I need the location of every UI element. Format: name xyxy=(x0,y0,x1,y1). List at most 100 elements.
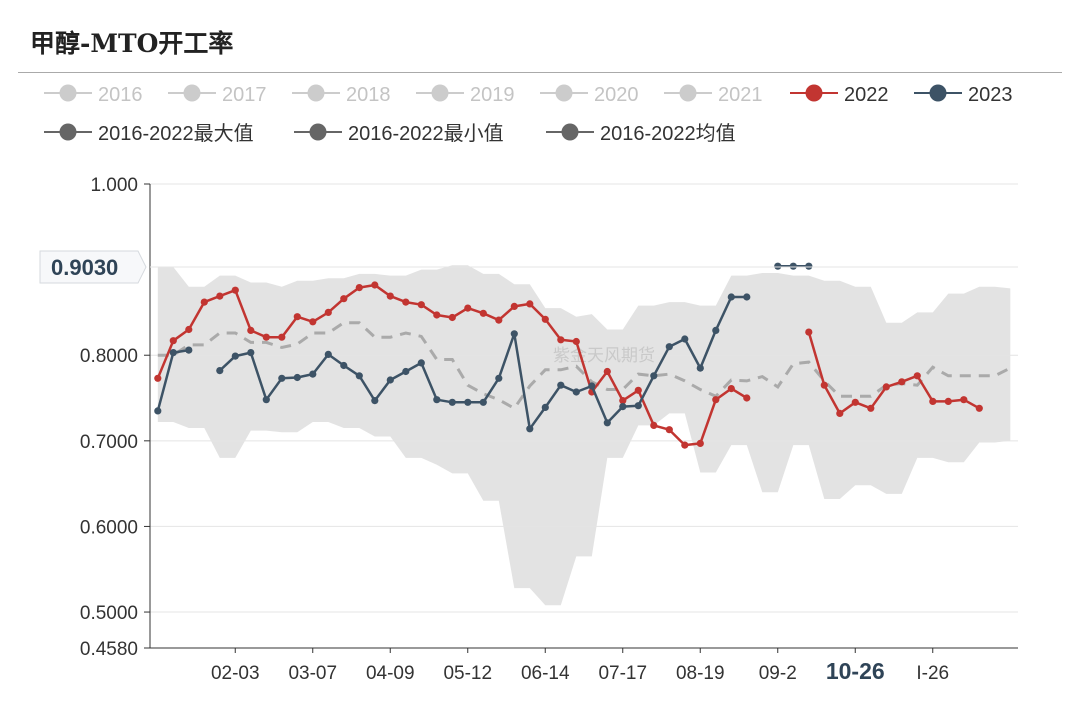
data-point-2023[interactable] xyxy=(185,346,193,354)
data-point-2022[interactable] xyxy=(448,313,456,322)
data-point-2023[interactable] xyxy=(712,326,720,334)
data-point-2022[interactable] xyxy=(898,378,906,386)
legend-marker-icon[interactable] xyxy=(555,84,573,102)
data-point-2022[interactable] xyxy=(743,394,751,402)
data-point-2023[interactable] xyxy=(278,374,286,382)
data-point-2022[interactable] xyxy=(603,367,611,376)
data-point-2023[interactable] xyxy=(588,382,596,390)
data-point-2023[interactable] xyxy=(448,398,456,406)
data-point-2023[interactable] xyxy=(417,359,425,367)
data-point-2022[interactable] xyxy=(247,326,255,334)
data-point-2022[interactable] xyxy=(929,397,937,405)
data-point-2022[interactable] xyxy=(185,325,193,334)
data-point-2022[interactable] xyxy=(882,383,890,391)
data-point-2022[interactable] xyxy=(433,311,441,319)
data-point-2022[interactable] xyxy=(200,298,208,306)
data-point-2022[interactable] xyxy=(650,421,658,429)
data-point-2023[interactable] xyxy=(572,388,580,396)
data-point-2022[interactable] xyxy=(820,381,828,389)
data-point-2022[interactable] xyxy=(665,426,673,434)
data-point-2023[interactable] xyxy=(526,425,534,433)
data-point-2023[interactable] xyxy=(154,407,162,415)
data-point-2023[interactable] xyxy=(247,349,255,357)
data-point-2023[interactable] xyxy=(464,398,472,406)
data-point-2023[interactable] xyxy=(371,397,379,405)
data-point-2023[interactable] xyxy=(324,350,332,358)
data-point-2022[interactable] xyxy=(851,398,859,406)
legend-marker-icon[interactable] xyxy=(431,84,449,102)
data-point-2023[interactable] xyxy=(433,396,441,404)
data-point-2022[interactable] xyxy=(495,316,503,324)
data-point-2023[interactable] xyxy=(681,335,689,343)
data-point-2022[interactable] xyxy=(154,374,162,382)
data-point-2022[interactable] xyxy=(464,304,472,312)
legend-marker-icon[interactable] xyxy=(679,84,697,102)
data-point-2022[interactable] xyxy=(417,301,425,309)
data-point-2023[interactable] xyxy=(634,402,642,410)
legend-marker-icon[interactable] xyxy=(183,84,201,102)
data-point-2022[interactable] xyxy=(510,302,518,310)
data-point-2023[interactable] xyxy=(774,262,782,270)
data-point-2022[interactable] xyxy=(619,397,627,405)
data-point-2023[interactable] xyxy=(727,293,735,301)
data-point-2023[interactable] xyxy=(355,372,363,380)
data-point-2023[interactable] xyxy=(216,367,224,375)
data-point-2022[interactable] xyxy=(696,439,704,447)
data-point-2022[interactable] xyxy=(262,333,270,341)
data-point-2023[interactable] xyxy=(541,403,549,411)
data-point-2022[interactable] xyxy=(169,337,177,345)
data-point-2022[interactable] xyxy=(324,308,332,316)
data-point-2022[interactable] xyxy=(231,286,239,294)
data-point-2022[interactable] xyxy=(572,337,580,346)
legend-marker-icon[interactable] xyxy=(59,84,77,102)
data-point-2023[interactable] xyxy=(309,370,317,378)
data-point-2023[interactable] xyxy=(557,381,565,389)
data-point-2023[interactable] xyxy=(603,419,611,427)
data-point-2022[interactable] xyxy=(681,441,689,449)
data-point-2022[interactable] xyxy=(727,385,735,393)
data-point-2022[interactable] xyxy=(371,281,379,289)
data-point-2022[interactable] xyxy=(541,315,549,323)
data-point-2023[interactable] xyxy=(479,398,487,406)
data-point-2023[interactable] xyxy=(696,364,704,372)
legend-marker-icon[interactable] xyxy=(59,123,77,141)
data-point-2023[interactable] xyxy=(402,367,410,376)
data-point-2022[interactable] xyxy=(526,300,534,308)
data-point-2022[interactable] xyxy=(913,372,921,380)
data-point-2023[interactable] xyxy=(650,372,658,380)
data-point-2022[interactable] xyxy=(293,313,301,321)
data-point-2022[interactable] xyxy=(805,328,813,336)
legend-marker-icon[interactable] xyxy=(307,84,325,102)
data-point-2022[interactable] xyxy=(386,292,394,300)
data-point-2022[interactable] xyxy=(960,396,968,404)
data-point-2022[interactable] xyxy=(479,309,487,317)
data-point-2022[interactable] xyxy=(836,409,844,417)
data-point-2023[interactable] xyxy=(293,373,301,382)
legend-marker-icon[interactable] xyxy=(929,84,947,102)
data-point-2022[interactable] xyxy=(309,318,317,326)
data-point-2022[interactable] xyxy=(634,386,642,394)
data-point-2023[interactable] xyxy=(340,361,348,370)
data-point-2022[interactable] xyxy=(944,397,952,405)
data-point-2022[interactable] xyxy=(340,295,348,303)
data-point-2023[interactable] xyxy=(262,396,270,404)
data-point-2022[interactable] xyxy=(216,292,224,300)
data-point-2023[interactable] xyxy=(805,262,813,270)
data-point-2023[interactable] xyxy=(231,352,239,360)
data-point-2022[interactable] xyxy=(712,396,720,404)
data-point-2023[interactable] xyxy=(743,293,751,301)
data-point-2023[interactable] xyxy=(386,376,394,384)
data-point-2022[interactable] xyxy=(975,404,983,412)
data-point-2023[interactable] xyxy=(619,403,627,411)
legend-marker-icon[interactable] xyxy=(309,123,327,141)
data-point-2023[interactable] xyxy=(789,262,797,270)
data-point-2022[interactable] xyxy=(278,333,286,341)
data-point-2022[interactable] xyxy=(557,336,565,344)
data-point-2023[interactable] xyxy=(665,343,673,351)
data-point-2022[interactable] xyxy=(355,284,363,292)
data-point-2022[interactable] xyxy=(867,404,875,412)
data-point-2023[interactable] xyxy=(510,330,518,338)
legend-marker-icon[interactable] xyxy=(805,84,823,102)
data-point-2023[interactable] xyxy=(495,374,503,382)
